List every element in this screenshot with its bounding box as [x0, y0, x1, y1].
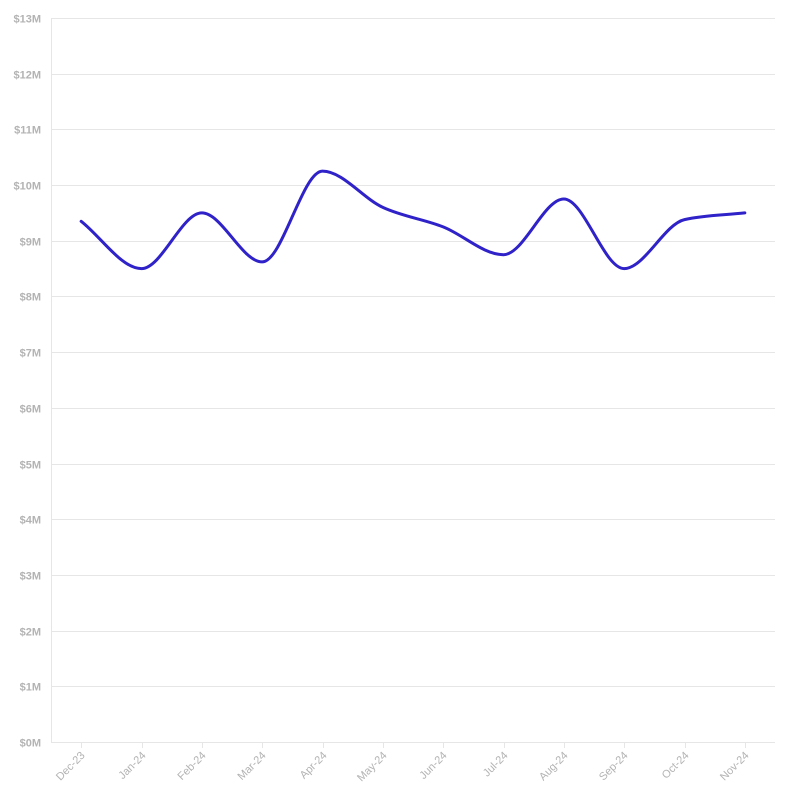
y-tick-label: $5M: [20, 460, 41, 472]
x-tick-label: Jul-24: [481, 750, 511, 780]
y-tick-label: $0M: [20, 738, 41, 750]
series-line: [79, 169, 747, 271]
y-tick-label: $7M: [20, 348, 41, 360]
x-axis-tick-labels: Dec-23 Jan-24 Feb-24 Mar-24 Apr-24 May-24 Jun-…: [54, 750, 752, 784]
y-tick-label: $11M: [14, 125, 41, 137]
series-lines: [79, 169, 747, 271]
y-tick-label: $2M: [20, 627, 41, 639]
y-tick-label: $6M: [20, 404, 41, 416]
x-tick-label: Oct-24: [660, 750, 692, 782]
y-tick-label: $9M: [20, 237, 41, 249]
x-tick-label: Apr-24: [298, 750, 330, 782]
grid-lines: [51, 18, 775, 687]
x-tick-label: Feb-24: [175, 750, 208, 783]
y-tick-label: $12M: [13, 70, 41, 82]
x-tick-label: Nov-24: [718, 750, 752, 784]
y-tick-label: $8M: [20, 292, 41, 304]
y-axis-tick-labels: $0M $1M $2M $3M $4M $5M $6M $7M $8M $9M $10M $11M $1…: [13, 14, 41, 750]
x-tick-label: Aug-24: [537, 750, 571, 784]
x-tick-label: May-24: [355, 750, 389, 784]
y-tick-label: $10M: [13, 181, 41, 193]
y-tick-label: $1M: [20, 682, 41, 694]
x-tick-label: Mar-24: [235, 750, 268, 783]
x-tick-label: Sep-24: [597, 750, 631, 784]
y-tick-label: $3M: [20, 571, 41, 583]
y-tick-label: $4M: [20, 515, 41, 527]
x-tick-label: Jan-24: [116, 750, 148, 782]
x-tick-label: Jun-24: [417, 750, 449, 782]
y-tick-label: $13M: [13, 14, 41, 26]
axes: [51, 18, 775, 748]
x-tick-label: Dec-23: [54, 750, 88, 784]
